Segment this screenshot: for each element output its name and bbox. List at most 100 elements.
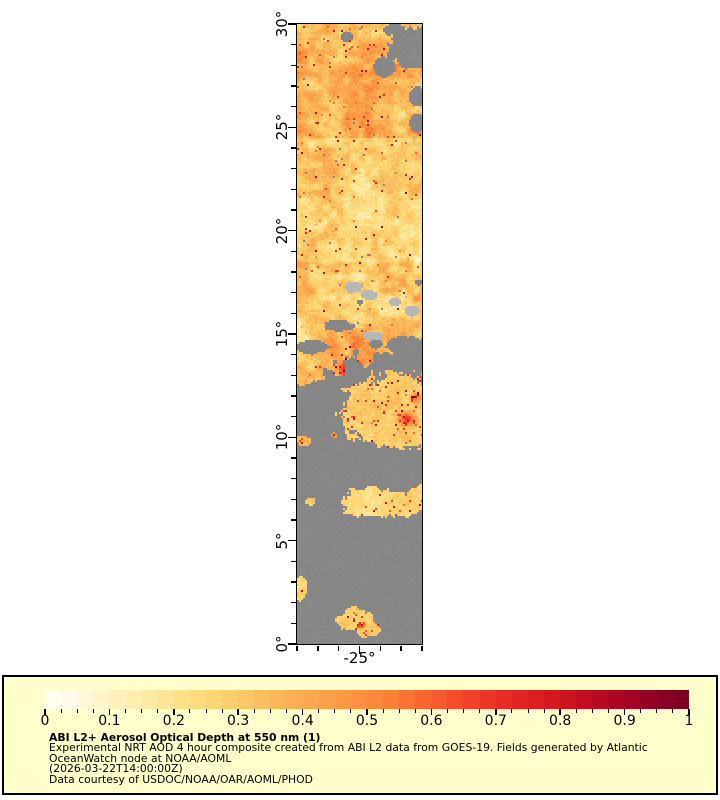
colorbar-block (286, 690, 303, 709)
y-axis-tick-label: 0° (273, 635, 291, 653)
aod-heatmap (297, 24, 422, 644)
colorbar-block (238, 690, 255, 709)
axis-tick-mark (290, 291, 296, 294)
colorbar-block (656, 690, 673, 709)
axis-tick-mark (290, 374, 296, 377)
axis-tick-mark (290, 498, 296, 501)
colorbar-block (463, 690, 480, 709)
colorbar-tick-mark (253, 709, 255, 713)
colorbar-tick-mark (543, 709, 545, 713)
colorbar-tick-mark (575, 709, 577, 713)
axis-tick-mark (296, 645, 298, 651)
axis-tick-mark (358, 645, 361, 654)
colorbar-block (125, 690, 142, 709)
y-axis-tick-label: 20° (273, 217, 291, 244)
colorbar-block (495, 690, 512, 709)
legend-text-line: (2026-03-22T14:00:00Z) (49, 762, 183, 776)
colorbar-tick-mark (430, 709, 433, 715)
axis-tick-mark (287, 539, 296, 542)
colorbar-tick-label: 0.8 (549, 713, 572, 729)
colorbar-block (334, 690, 351, 709)
legend-title: ABI L2+ Aerosol Optical Depth at 550 nm … (49, 731, 321, 744)
colorbar-tick-label: 0.4 (291, 713, 314, 729)
map-frame (295, 22, 423, 645)
colorbar-tick-mark (125, 709, 126, 713)
axis-tick-mark (287, 643, 296, 645)
colorbar-tick-mark (141, 709, 143, 713)
colorbar-block (302, 690, 319, 709)
axis-tick-mark (379, 645, 382, 651)
colorbar-block (592, 690, 609, 709)
colorbar-tick-mark (205, 709, 207, 713)
colorbar-tick-mark (76, 709, 78, 713)
colorbar-tick-mark (382, 709, 384, 713)
colorbar-tick-mark (656, 709, 658, 713)
colorbar-block (672, 690, 689, 709)
axis-tick-mark (290, 64, 296, 67)
axis-tick-mark (290, 519, 296, 521)
colorbar-tick-mark (60, 709, 62, 713)
colorbar-tick-mark (463, 709, 465, 713)
colorbar-block (511, 690, 528, 709)
colorbar-block (173, 690, 190, 709)
y-axis-tick-label: 10° (273, 424, 291, 451)
colorbar-tick-label: 0 (40, 713, 50, 729)
colorbar-tick-mark (608, 709, 609, 713)
axis-tick-mark (290, 353, 296, 356)
colorbar-block (205, 690, 223, 709)
colorbar-tick-mark (479, 709, 481, 713)
colorbar-tick-mark (350, 709, 352, 713)
colorbar-tick-label: 1 (684, 713, 694, 729)
colorbar-tick-mark (301, 709, 304, 715)
colorbar-tick-mark (286, 709, 287, 713)
axis-tick-mark (317, 645, 319, 651)
axis-tick-mark (290, 250, 296, 253)
colorbar-tick-mark (688, 709, 690, 715)
colorbar-tick-mark (527, 709, 529, 713)
legend-box: 0 0.1 0.2 0.3 0.4 0.5 0.6 0.7 0.8 0.9 1 ABI L2+ Ae… (2, 675, 718, 795)
colorbar-tick-mark (334, 709, 336, 713)
colorbar-tick-mark (672, 709, 674, 713)
colorbar-block (431, 690, 448, 709)
colorbar-block (447, 690, 464, 709)
colorbar-block (608, 690, 625, 709)
y-axis-tick-label: 30° (273, 10, 291, 38)
axis-tick-mark (290, 560, 296, 563)
colorbar-block (415, 690, 432, 709)
colorbar-block (366, 690, 383, 709)
colorbar-tick-label: 0.5 (355, 713, 379, 729)
axis-tick-mark (290, 581, 296, 583)
colorbar-block (254, 690, 271, 709)
axis-tick-mark (290, 167, 296, 170)
y-axis-tick-label: 15° (273, 320, 291, 348)
colorbar-tick-mark (157, 709, 159, 713)
colorbar-block (543, 690, 560, 709)
colorbar-tick-mark (623, 709, 626, 715)
axis-tick-mark (287, 229, 296, 232)
colorbar-block (93, 690, 110, 709)
axis-tick-mark (290, 601, 296, 604)
axis-tick-mark (290, 477, 296, 480)
colorbar-block (350, 690, 367, 709)
axis-tick-mark (290, 85, 296, 87)
legend-text: ABI L2+ Aerosol Optical Depth at 550 nm … (49, 731, 648, 786)
colorbar-tick-mark (640, 709, 642, 713)
axis-tick-mark (421, 645, 423, 651)
colorbar-block (109, 690, 126, 709)
colorbar-tick-mark (366, 709, 368, 715)
axis-tick-mark (287, 23, 296, 25)
colorbar-tick-mark (559, 709, 561, 715)
axis-tick-mark (287, 126, 296, 129)
axis-tick-mark (290, 415, 296, 418)
colorbar-tick-mark (189, 709, 191, 713)
axis-tick-mark (290, 147, 296, 149)
colorbar-tick-mark (108, 709, 111, 715)
legend-description: Experimental NRT AOD 4 hour composite cr… (49, 742, 648, 786)
colorbar-tick-mark (591, 709, 593, 713)
x-axis-label: -25° (343, 649, 376, 667)
legend-text-line: Data courtesy of USDOC/NOAA/OAR/AOML/PHO… (49, 772, 313, 786)
colorbar-tick-mark (318, 709, 320, 713)
axis-tick-mark (290, 43, 296, 46)
colorbar-tick-mark (495, 709, 497, 715)
